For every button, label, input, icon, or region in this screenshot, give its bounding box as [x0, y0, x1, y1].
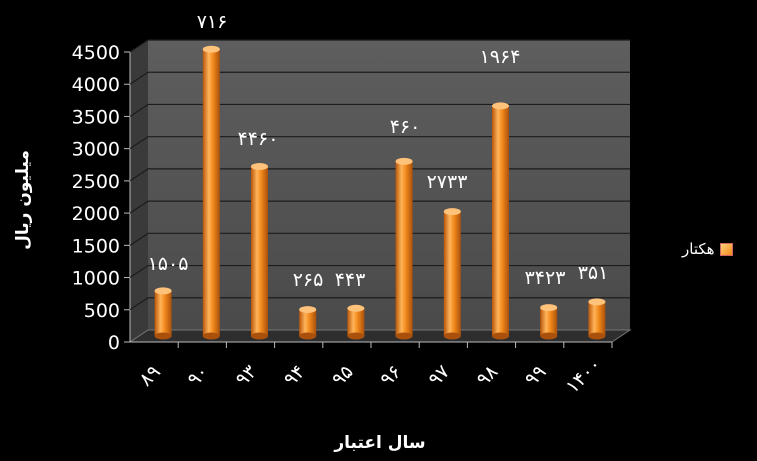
y-axis-title: میلیون ریال	[13, 150, 33, 250]
data-label: ۱۵۰۵	[148, 253, 189, 275]
bar-top	[299, 306, 317, 314]
bar-base	[202, 332, 220, 340]
bar-body	[299, 309, 317, 336]
y-tick-label: 3500	[72, 106, 120, 128]
x-tick-label: ۹۹	[520, 361, 550, 391]
bar-top	[395, 157, 413, 165]
bar-top	[251, 163, 268, 171]
x-tick-label: ۹۴	[279, 361, 309, 391]
x-tick-label: ۹۰	[183, 361, 213, 391]
bar	[251, 163, 268, 340]
bar-base	[443, 332, 461, 340]
gridline	[129, 297, 630, 311]
bar-body	[347, 308, 365, 336]
bar-base	[492, 332, 509, 340]
bar	[588, 298, 606, 340]
bar-body	[202, 49, 220, 336]
side-wall	[130, 40, 148, 342]
gridline	[129, 200, 630, 214]
bar-base	[154, 332, 172, 340]
legend-label: هکتار	[682, 240, 715, 258]
legend: هکتار	[682, 240, 733, 258]
x-axis-title: سال اعتبار	[333, 433, 425, 453]
gridline	[129, 71, 630, 85]
bar	[443, 208, 461, 340]
x-tick-label: ۹۷	[424, 361, 454, 391]
y-tick-label: 4000	[72, 74, 120, 96]
bar-top	[588, 298, 606, 306]
data-label: ۴۶۰	[390, 116, 421, 138]
bar-base	[395, 332, 413, 340]
data-label: ۱۹۶۴	[480, 46, 521, 68]
bar-body	[443, 211, 461, 336]
bar	[347, 304, 365, 340]
x-tick-label: ۸۹	[135, 361, 165, 391]
data-label: ۳۵۱	[578, 262, 609, 284]
data-label: ۷۱۶	[197, 11, 228, 33]
bar	[492, 102, 509, 340]
gridline	[129, 232, 630, 246]
data-label: ۳۴۲۳	[525, 267, 566, 289]
legend-swatch	[719, 242, 733, 256]
data-label: ۴۴۳	[335, 269, 366, 291]
bar-base	[540, 332, 558, 340]
x-tick-label: ۹۶	[376, 361, 406, 391]
y-tick-label: 4500	[72, 42, 120, 64]
bar-base	[588, 332, 606, 340]
gridline	[129, 103, 630, 117]
data-label: ۲۶۵	[293, 269, 324, 291]
bar-top	[202, 45, 220, 53]
bar-body	[588, 301, 606, 336]
bar	[202, 45, 220, 340]
x-tick-label: ۹۵	[328, 361, 358, 391]
bar-top	[347, 304, 365, 312]
gridline	[129, 136, 630, 150]
bar	[540, 304, 558, 340]
x-tick-label: ۹۳	[231, 361, 261, 391]
data-label: ۴۴۶۰	[238, 128, 279, 150]
y-tick-label: 1500	[72, 235, 120, 257]
x-tick-label: ۹۸	[472, 361, 502, 391]
data-label: ۲۷۳۳	[427, 171, 468, 193]
gridline	[129, 264, 630, 279]
back-wall	[148, 40, 630, 330]
gridline	[129, 168, 630, 182]
bar-top	[540, 304, 558, 312]
y-tick-label: 2500	[72, 171, 120, 193]
bar-base	[251, 332, 268, 340]
bar-body	[540, 307, 558, 336]
y-tick-label: 3000	[72, 139, 120, 161]
bar	[154, 287, 172, 340]
bar-top	[492, 102, 509, 110]
bar-top	[154, 287, 172, 295]
bar-body	[492, 105, 509, 336]
gridline	[129, 39, 630, 53]
y-tick-label: 1000	[72, 268, 120, 290]
bar-body	[395, 161, 413, 336]
y-tick-label: 0	[108, 332, 120, 354]
bar-body	[251, 166, 268, 336]
y-tick-label: 500	[84, 300, 120, 322]
bar-base	[299, 332, 317, 340]
x-tick-label: ۱۴۰۰	[561, 354, 605, 398]
y-tick-label: 2000	[72, 203, 120, 225]
bar	[299, 306, 317, 340]
bar-top	[443, 208, 461, 216]
bar-base	[347, 332, 365, 340]
bar	[395, 157, 413, 340]
bar-body	[154, 290, 172, 336]
